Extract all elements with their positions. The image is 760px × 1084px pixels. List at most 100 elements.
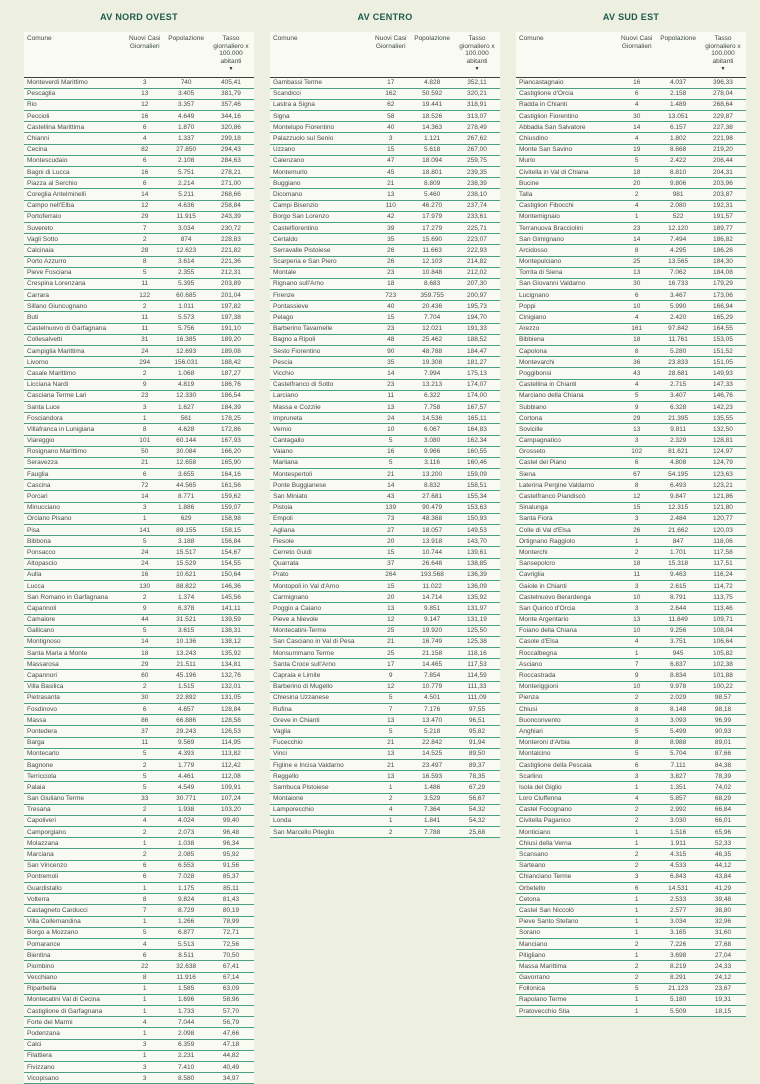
table-header-row: Comune Nuovi Casi Giornalieri Popolazione T… (270, 32, 500, 78)
table-row: Castelfiorentino 39 17.279 225,71 (270, 222, 500, 235)
sort-descending-icon[interactable]: ▼ (720, 66, 726, 72)
popolazione-cell: 5.857 (656, 793, 700, 805)
table-row: Montemurlo 45 18.801 239,35 (270, 166, 500, 179)
popolazione-cell: 3.751 (656, 636, 700, 649)
column-header-tasso[interactable]: Tasso giornaliero x 100.000 abitanti ▼ (207, 32, 254, 78)
comune-cell: Santa Maria a Monte (24, 647, 126, 660)
table-row: Serravalle Pistoiese 26 11.663 222,93 (270, 244, 500, 257)
table-row: Porcari 14 8.771 159,62 (24, 490, 254, 503)
table-row: Porto Azzurro 8 3.614 221,36 (24, 256, 254, 268)
column-header-comune[interactable]: Comune (516, 32, 618, 78)
popolazione-cell: 3.698 (656, 949, 700, 962)
popolazione-cell: 3.080 (410, 435, 454, 447)
comune-cell: Arcidosso (516, 244, 618, 257)
table-row: Rignano sull'Arno 18 8.683 207,30 (270, 278, 500, 291)
comune-cell: Sarteano (516, 860, 618, 872)
comune-cell: Bagno a Ripoli (270, 334, 372, 347)
comune-cell: Pietrasanta (24, 692, 126, 705)
tasso-cell: 271,00 (207, 177, 254, 190)
nuovi-casi-cell: 13 (617, 267, 657, 279)
popolazione-cell: 90.479 (410, 502, 454, 514)
column-header-nuovi-casi[interactable]: Nuovi Casi Giornalieri (617, 32, 657, 78)
popolazione-cell: 30.084 (164, 446, 208, 458)
table-row: Piombino 22 32.638 67,41 (24, 960, 254, 973)
popolazione-cell: 1.516 (656, 826, 700, 839)
table-row: Manciano 2 7.226 27,68 (516, 938, 746, 951)
nuovi-casi-cell: 11 (125, 311, 165, 324)
nuovi-casi-cell: 8 (125, 256, 165, 268)
nuovi-casi-cell: 1 (125, 882, 165, 895)
popolazione-cell: 2.715 (656, 379, 700, 391)
tasso-cell: 113,75 (699, 591, 746, 604)
popolazione-cell: 21.395 (656, 412, 700, 425)
comune-cell: Montecarlo (24, 748, 126, 760)
nuovi-casi-cell: 14 (125, 188, 165, 201)
nuovi-casi-cell: 47 (371, 155, 411, 168)
comune-cell: Vecchiano (24, 972, 126, 984)
popolazione-cell: 2.098 (164, 1027, 208, 1040)
column-header-popolazione[interactable]: Popolazione (164, 32, 208, 78)
table-row: Massa e Cozzile 13 7.758 167,57 (270, 401, 500, 414)
table-row: Castel San Niccolò 1 2.577 38,80 (516, 904, 746, 917)
popolazione-cell: 7.028 (164, 871, 208, 884)
popolazione-cell: 6.378 (164, 602, 208, 615)
tasso-cell: 111,33 (453, 681, 500, 693)
tasso-cell: 24,12 (699, 972, 746, 984)
column-header-comune[interactable]: Comune (270, 32, 372, 78)
table-row: Quarrata 37 26.648 138,85 (270, 558, 500, 570)
nuovi-casi-cell: 5 (617, 748, 657, 760)
popolazione-cell: 5.751 (164, 166, 208, 179)
nuovi-casi-cell: 13 (371, 748, 411, 760)
popolazione-cell: 2.231 (164, 1050, 208, 1063)
popolazione-cell: 2.329 (656, 435, 700, 447)
comune-cell: Piazza al Serchio (24, 177, 126, 190)
table-row: Monterchi 2 1.701 117,58 (516, 546, 746, 559)
column-header-popolazione[interactable]: Popolazione (656, 32, 700, 78)
column-header-comune[interactable]: Comune (24, 32, 126, 78)
popolazione-cell: 13.243 (164, 647, 208, 660)
tasso-cell: 238,10 (453, 188, 500, 201)
tasso-cell: 201,04 (207, 289, 254, 302)
sort-descending-icon[interactable]: ▼ (228, 66, 234, 72)
comune-cell: Villa Collemandina (24, 916, 126, 928)
sort-descending-icon[interactable]: ▼ (474, 66, 480, 72)
tasso-cell: 136,39 (453, 569, 500, 581)
popolazione-cell: 7.758 (410, 401, 454, 414)
popolazione-cell: 847 (656, 535, 700, 548)
comune-cell: Roccastrada (516, 669, 618, 682)
nuovi-casi-cell: 5 (617, 725, 657, 738)
popolazione-cell: 4.636 (164, 200, 208, 212)
popolazione-cell: 7.044 (164, 1016, 208, 1029)
table-row: Pontremoli 6 7.028 85,37 (24, 871, 254, 884)
column-header-tasso[interactable]: Tasso giornaliero x 100.000 abitanti ▼ (453, 32, 500, 78)
tasso-cell: 123,21 (699, 479, 746, 492)
nuovi-casi-cell: 5 (125, 535, 165, 548)
nuovi-casi-cell: 10 (371, 423, 411, 436)
tasso-cell: 121,86 (699, 490, 746, 503)
tasso-cell: 175,13 (453, 367, 500, 380)
nuovi-casi-cell: 11 (617, 569, 657, 581)
popolazione-cell: 18.526 (410, 110, 454, 123)
column-header-tasso[interactable]: Tasso giornaliero x 100.000 abitanti ▼ (699, 32, 746, 78)
tasso-cell: 41,29 (699, 882, 746, 895)
column-header-nuovi-casi[interactable]: Nuovi Casi Giornalieri (371, 32, 411, 78)
comune-cell: Cortona (516, 412, 618, 425)
table-row: Lucignano 6 3.467 173,06 (516, 289, 746, 302)
table-row: Marciana 2 2.085 95,92 (24, 848, 254, 861)
column-header-label: Nuovi Casi Giornalieri (621, 35, 653, 50)
popolazione-cell: 2.073 (164, 826, 208, 839)
popolazione-cell: 1.489 (656, 99, 700, 112)
column-header-nuovi-casi[interactable]: Nuovi Casi Giornalieri (125, 32, 165, 78)
comune-cell: Siena (516, 468, 618, 481)
table-row: Piazza al Serchio 6 2.214 271,00 (24, 177, 254, 190)
tasso-cell: 237,74 (453, 200, 500, 212)
comune-cell: Villafranca in Lunigiana (24, 423, 126, 436)
table-row: Carrara 122 60.685 201,04 (24, 289, 254, 302)
tasso-cell: 165,11 (453, 412, 500, 425)
table-row: Montaione 2 3.529 56,67 (270, 793, 500, 805)
comune-cell: Pieve a Nievole (270, 614, 372, 626)
tasso-cell: 56,79 (207, 1016, 254, 1029)
comune-cell: Livorno (24, 356, 126, 369)
table-row: Poppi 10 5.990 166,94 (516, 300, 746, 313)
column-header-popolazione[interactable]: Popolazione (410, 32, 454, 78)
